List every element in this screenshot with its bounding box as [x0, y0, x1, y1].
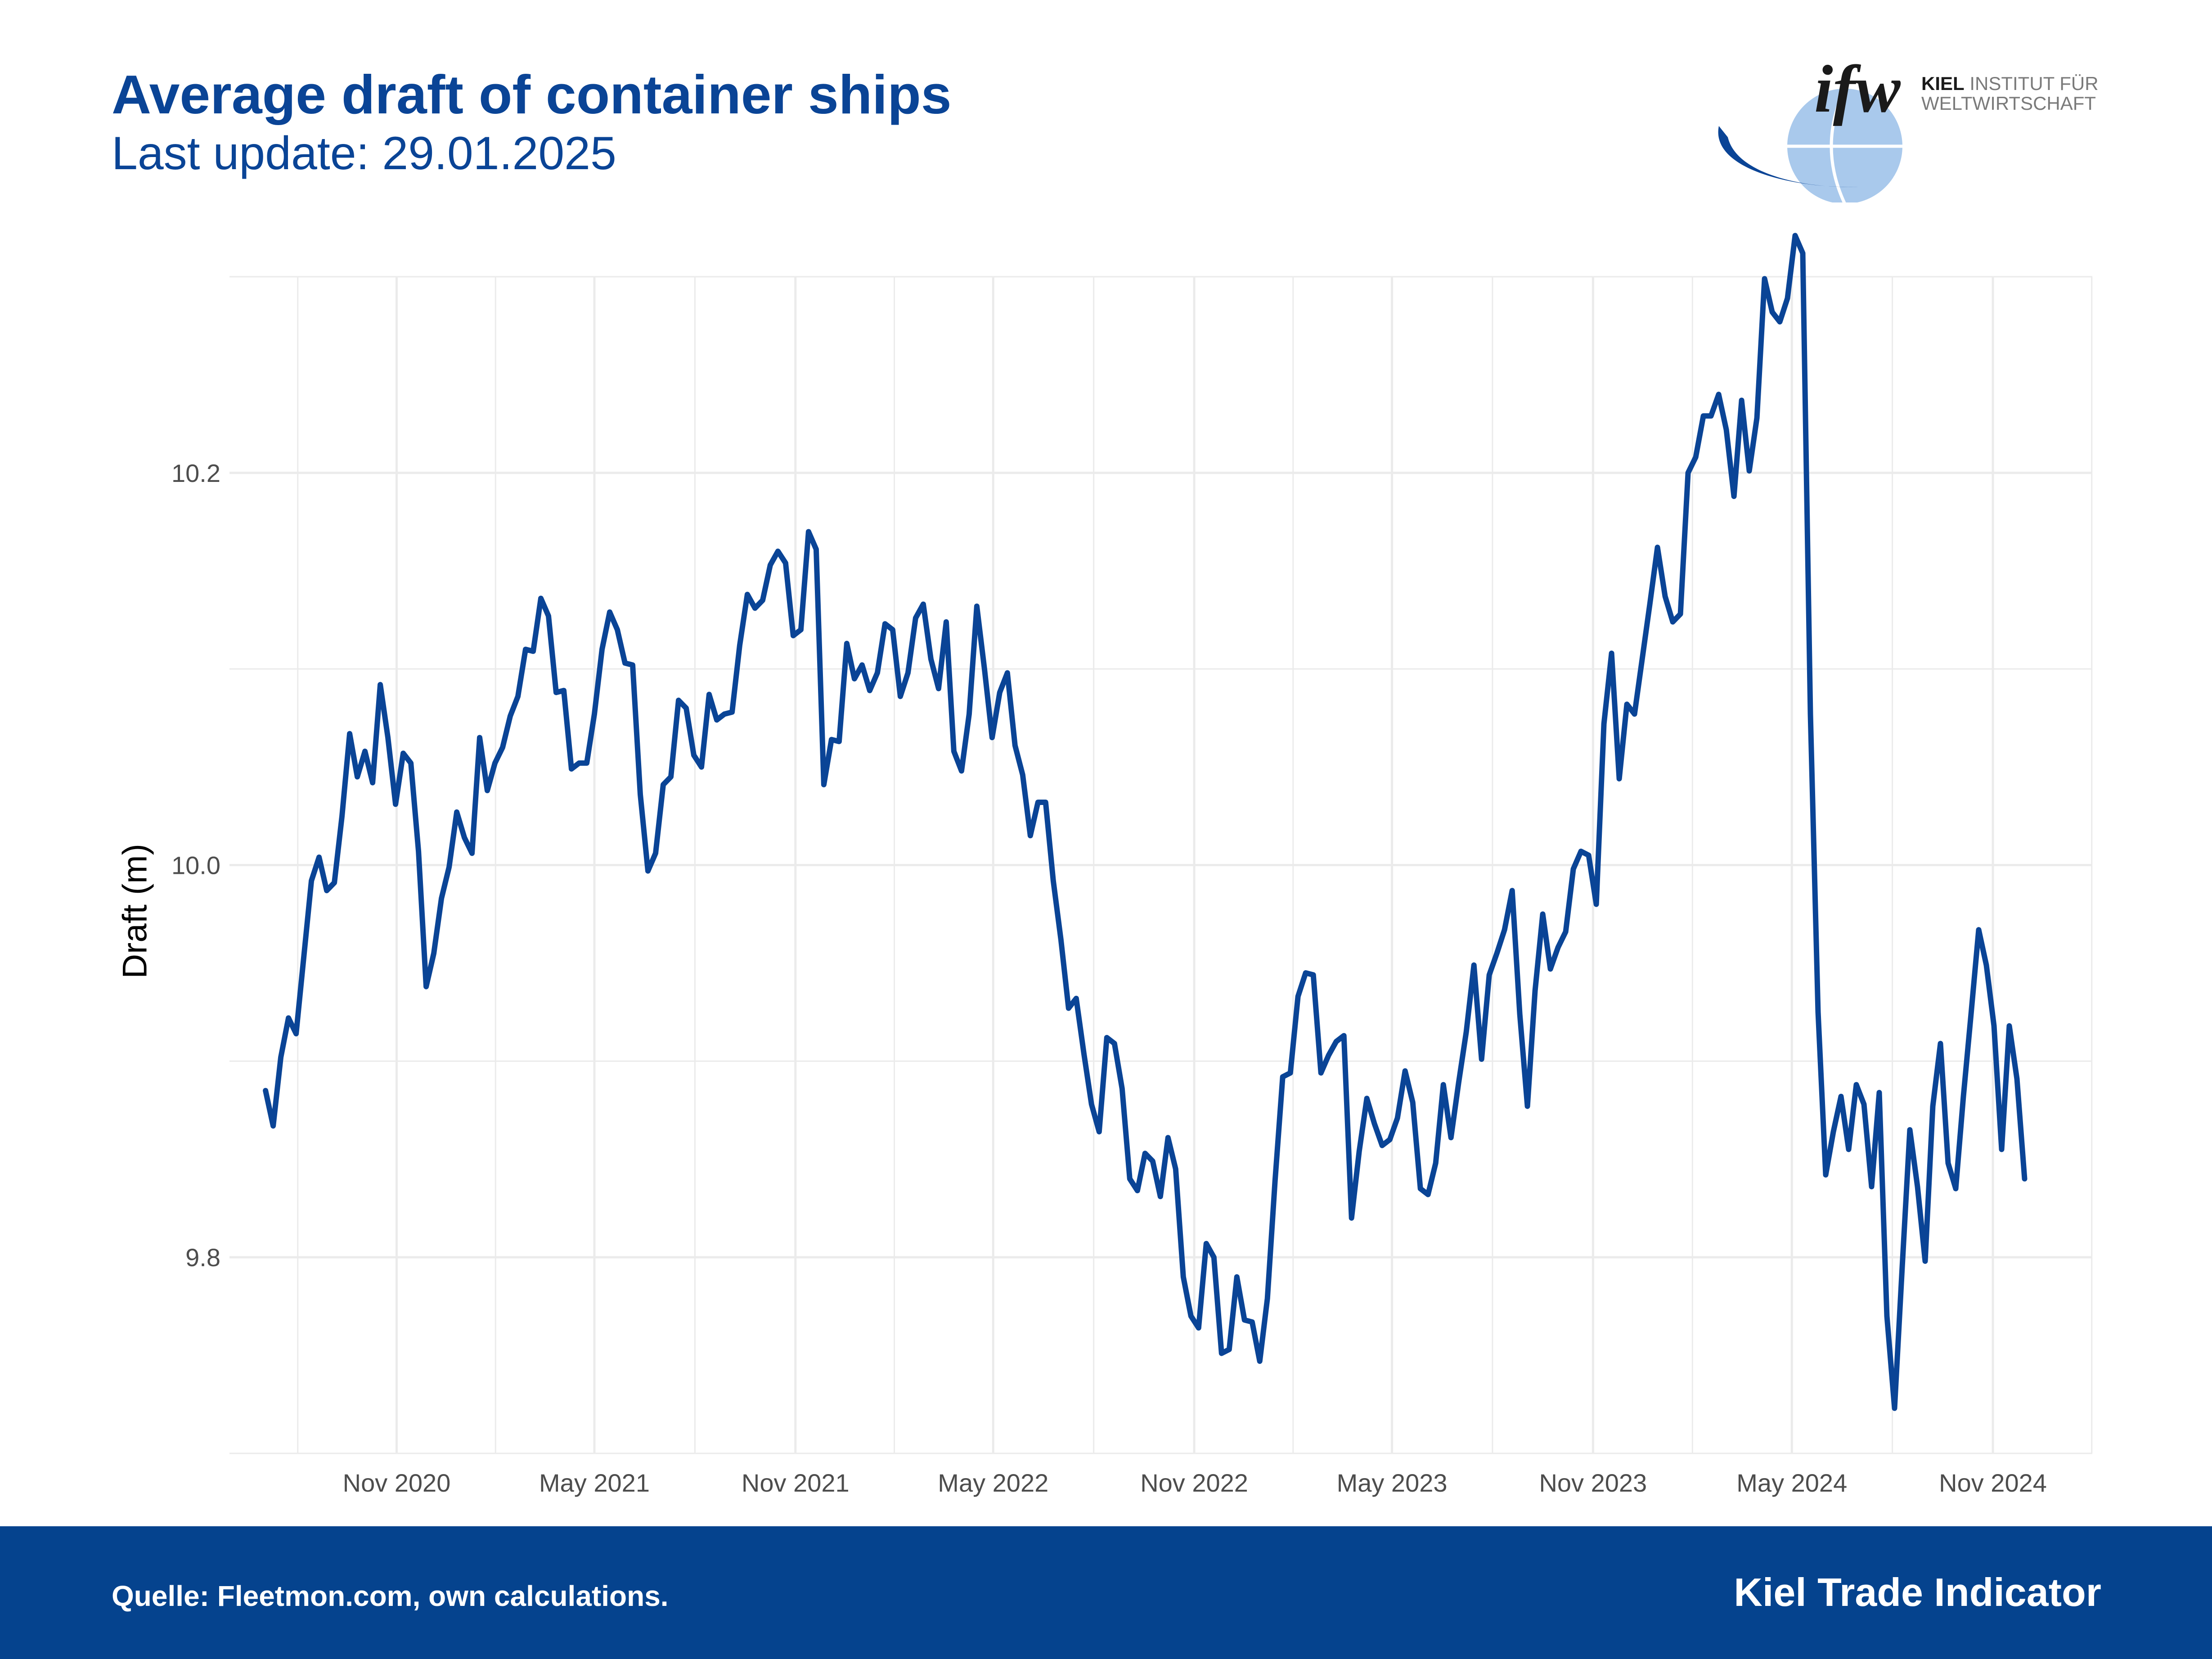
x-tick-label-0: Nov 2020 [343, 1469, 451, 1497]
y-tick-label-1: 10.0 [171, 851, 220, 880]
x-tick-label-2: Nov 2021 [742, 1469, 850, 1497]
grid-major-y [229, 472, 2092, 1259]
ifw-logo: ifw KIEL INSTITUT FÜR WELTWIRTSCHAFT [1718, 58, 2099, 202]
draft-line-chart: 9.8 10.0 10.2 Nov 2020 May 2021 Nov 2021 May … [171, 233, 2093, 1497]
y-axis-label: Draft (m) [116, 844, 154, 979]
x-tick-label-1: May 2021 [539, 1469, 650, 1497]
y-tick-label-0: 9.8 [185, 1243, 220, 1272]
series-line-average-draft [263, 233, 2028, 1411]
logo-line-2: WELTWIRTSCHAFT [1921, 93, 2096, 114]
last-update: Last update: 29.01.2025 [112, 127, 616, 180]
y-tick-labels: 9.8 10.0 10.2 [171, 459, 220, 1272]
logo-kiel: KIEL [1921, 73, 1965, 94]
x-tick-label-5: May 2023 [1337, 1469, 1448, 1497]
x-tick-label-7: May 2024 [1736, 1469, 1847, 1497]
brand-label: Kiel Trade Indicator [1734, 1570, 2101, 1614]
x-tick-labels: Nov 2020 May 2021 Nov 2021 May 2022 Nov 2022… [343, 1469, 2047, 1497]
x-tick-label-8: Nov 2024 [1939, 1469, 2047, 1497]
x-tick-label-4: Nov 2022 [1140, 1469, 1248, 1497]
logo-line-1: KIEL INSTITUT FÜR [1921, 73, 2099, 94]
footer-bar [0, 1526, 2212, 1659]
y-tick-label-2: 10.2 [171, 459, 220, 487]
x-tick-label-6: Nov 2023 [1539, 1469, 1647, 1497]
source-note: Quelle: Fleetmon.com, own calculations. [112, 1580, 669, 1612]
logo-institut: INSTITUT FÜR [1965, 73, 2099, 94]
x-tick-label-3: May 2022 [938, 1469, 1048, 1497]
ifw-wordmark: ifw [1814, 58, 1901, 126]
chart-title: Average draft of container ships [112, 64, 952, 125]
grid-minor-y [229, 276, 2092, 1454]
